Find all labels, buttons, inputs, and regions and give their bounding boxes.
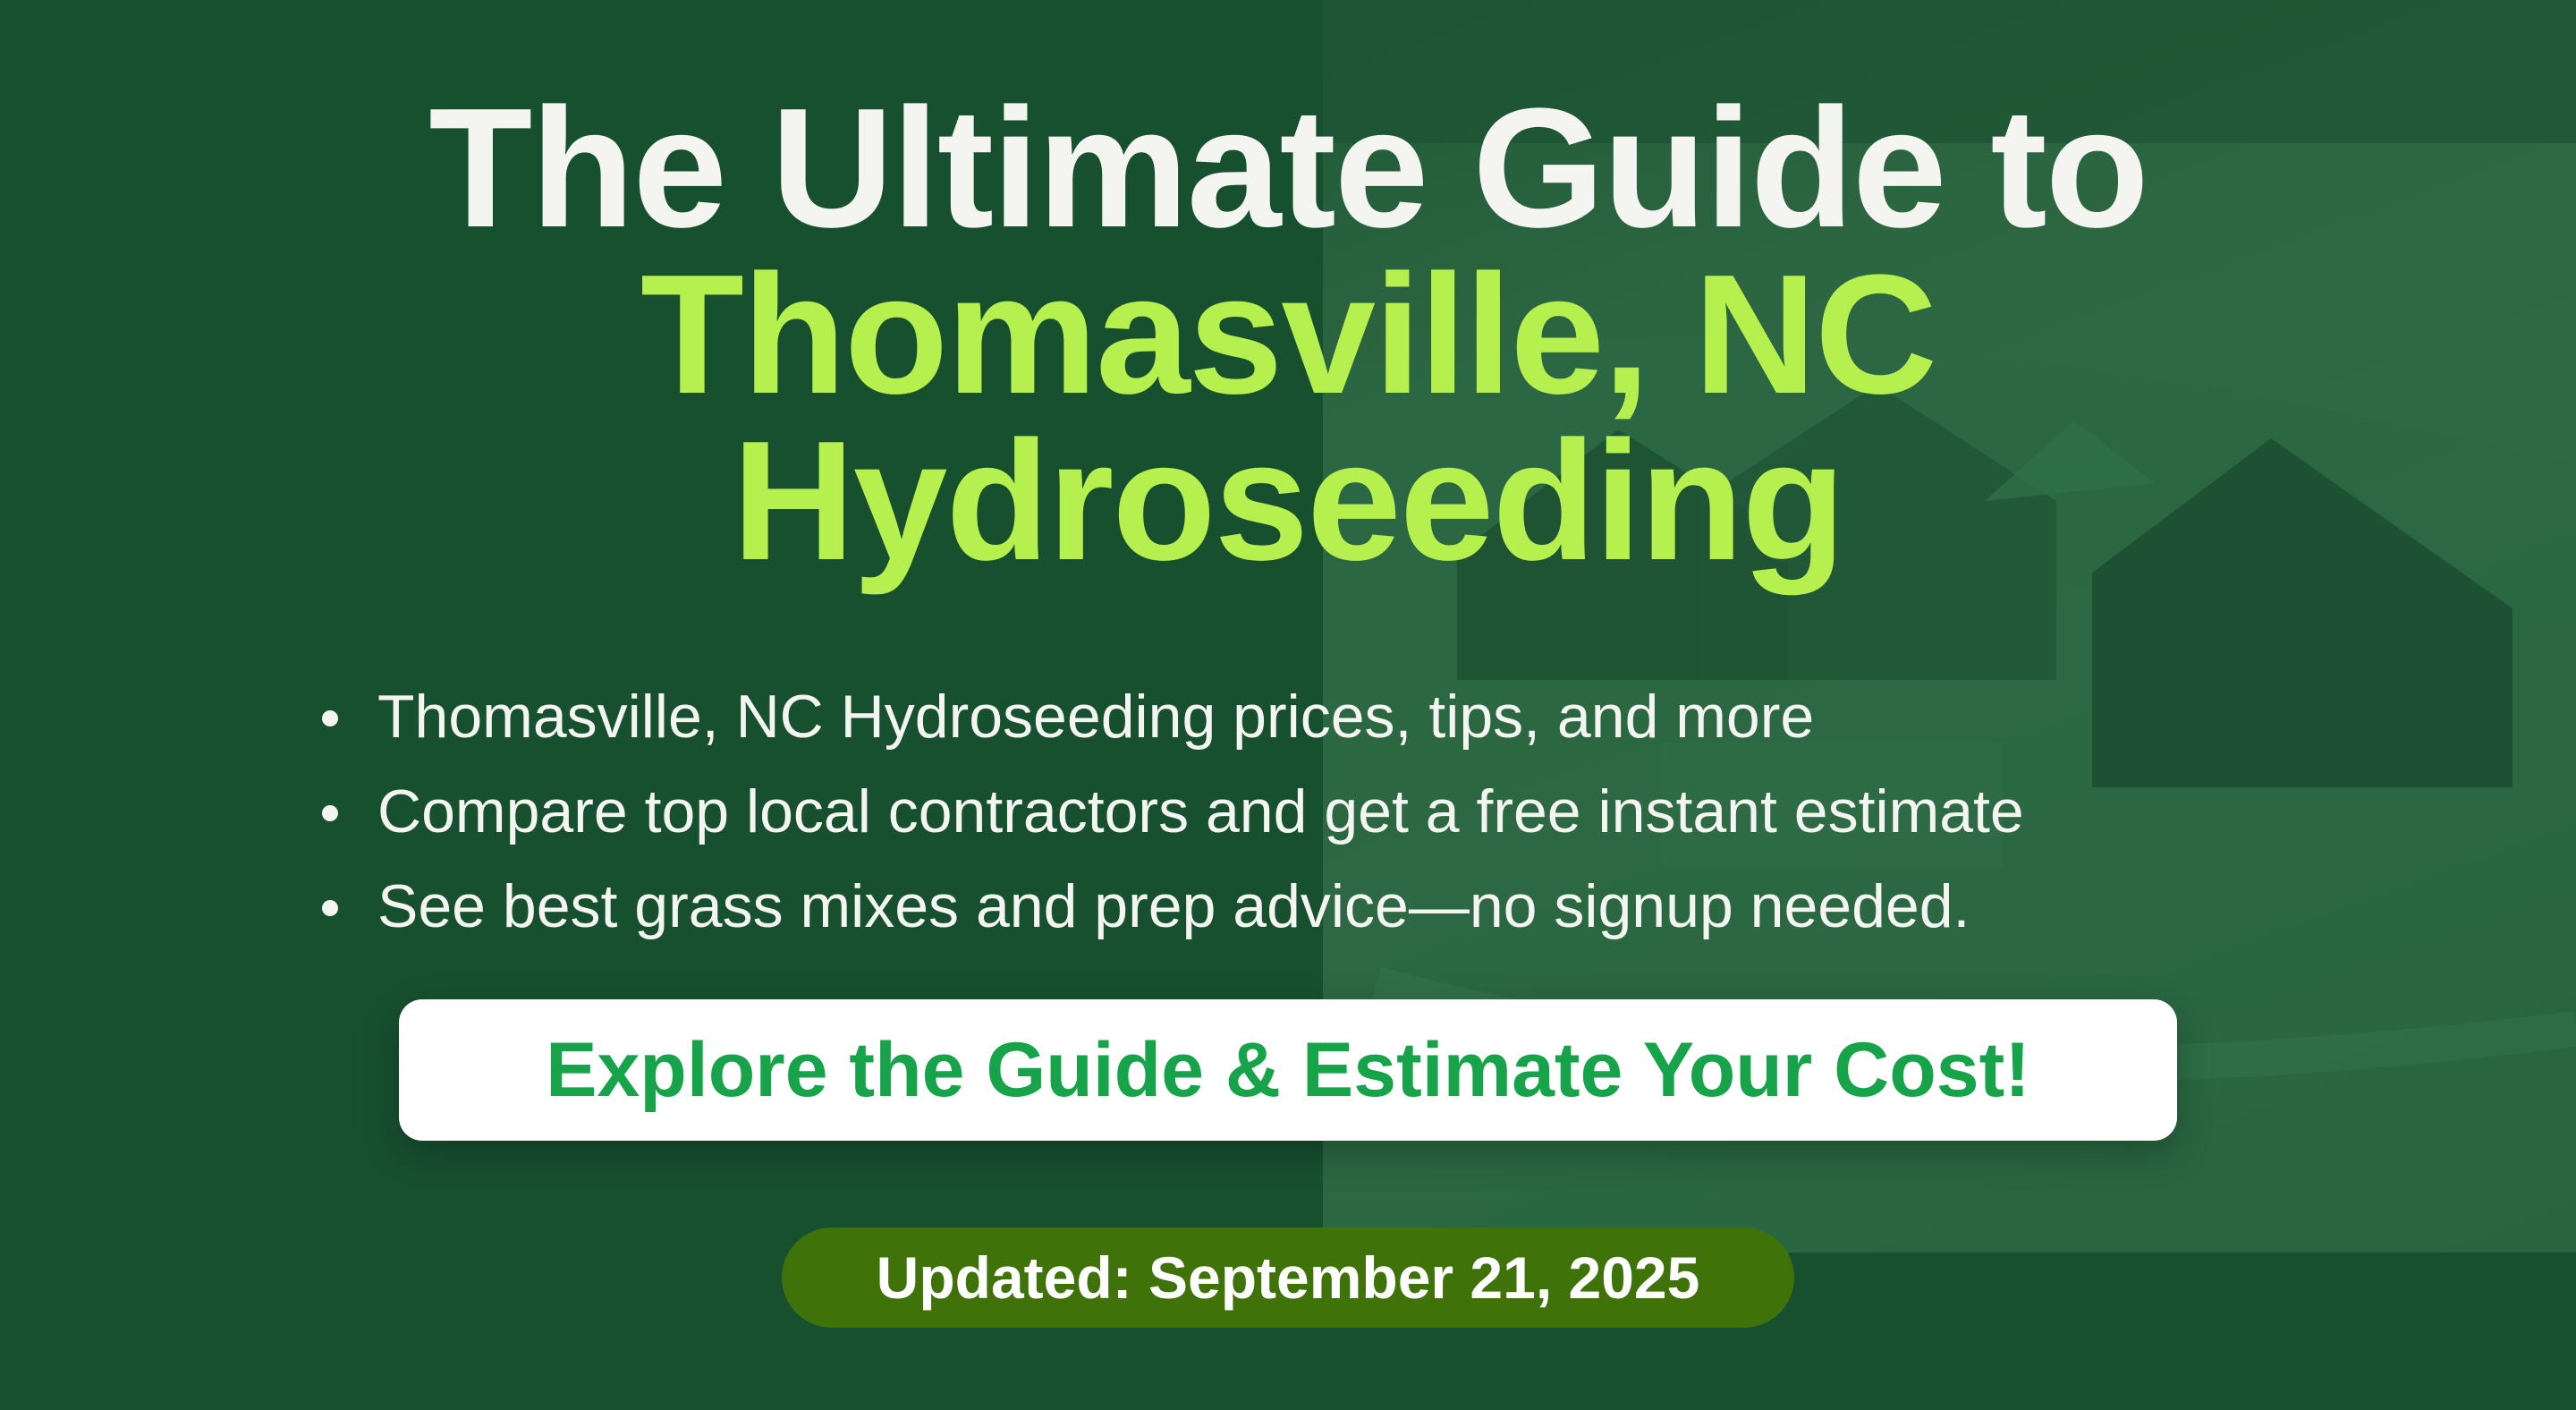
- list-item: Compare top local contractors and get a …: [322, 764, 2024, 859]
- list-item-text: Compare top local contractors and get a …: [377, 777, 2024, 845]
- bullet-icon: [322, 710, 338, 726]
- list-item: See best grass mixes and prep advice—no …: [322, 859, 2024, 954]
- updated-date-badge: Updated: September 21, 2025: [782, 1227, 1794, 1328]
- bullet-icon: [322, 900, 338, 916]
- page-title: The Ultimate Guide to Thomasville, NC Hy…: [0, 73, 2576, 596]
- title-line-3: Hydroseeding: [732, 406, 1846, 596]
- bullet-icon: [322, 805, 338, 821]
- list-item: Thomasville, NC Hydroseeding prices, tip…: [322, 669, 2024, 764]
- list-item-text: See best grass mixes and prep advice—no …: [377, 872, 1970, 940]
- title-line-2: Thomasville, NC: [640, 240, 1937, 429]
- explore-guide-button[interactable]: Explore the Guide & Estimate Your Cost!: [399, 999, 2177, 1141]
- title-line-1: The Ultimate Guide to: [428, 73, 2148, 263]
- list-item-text: Thomasville, NC Hydroseeding prices, tip…: [377, 683, 1815, 751]
- updated-date-text: Updated: September 21, 2025: [876, 1244, 1700, 1311]
- feature-list: Thomasville, NC Hydroseeding prices, tip…: [322, 669, 2024, 954]
